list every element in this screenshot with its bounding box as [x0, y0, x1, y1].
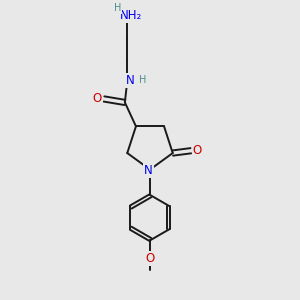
Text: O: O — [146, 252, 154, 265]
Text: H: H — [114, 3, 122, 13]
Text: NH₂: NH₂ — [120, 9, 142, 22]
Text: O: O — [93, 92, 102, 105]
Text: H: H — [139, 75, 146, 85]
Text: N: N — [126, 74, 134, 87]
Text: N: N — [144, 164, 153, 177]
Text: O: O — [193, 144, 202, 157]
